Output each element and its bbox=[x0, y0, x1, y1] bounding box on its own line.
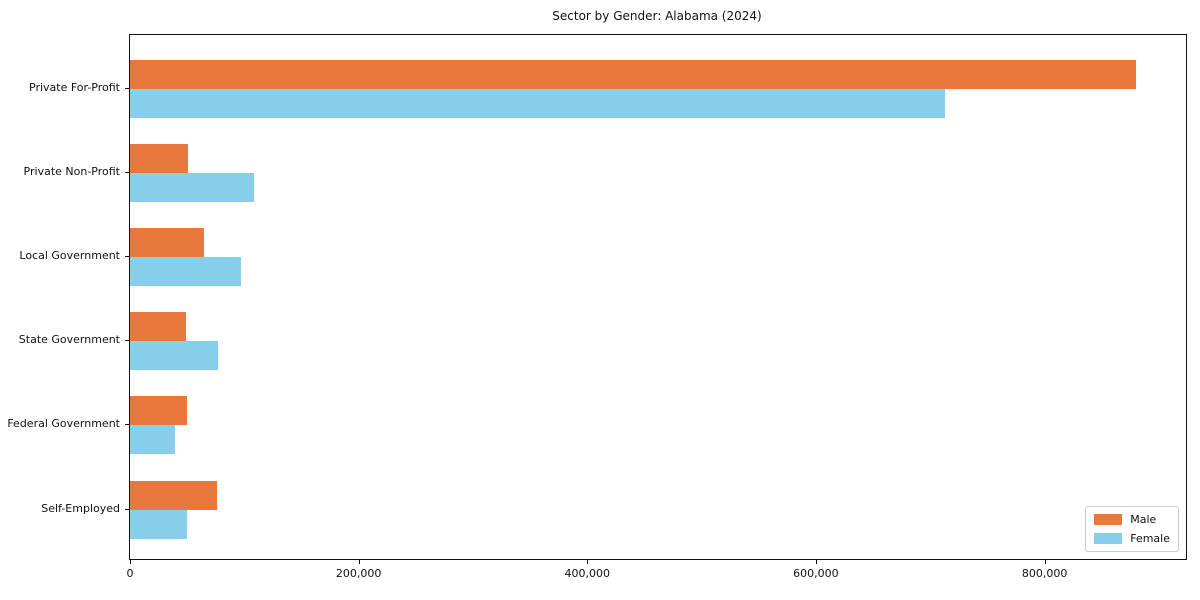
x-tick-label-800000: 800,000 bbox=[1021, 567, 1068, 580]
y-tick-label-state-government: State Government bbox=[18, 333, 120, 346]
y-tick-self-employed bbox=[125, 509, 129, 510]
bar-male-private-for-profit bbox=[130, 59, 1136, 89]
bar-female-self-employed bbox=[130, 509, 188, 539]
bar-male-state-government bbox=[130, 312, 186, 342]
legend-swatch-male bbox=[1094, 514, 1123, 525]
bar-female-federal-government bbox=[130, 425, 175, 455]
x-tick-600000 bbox=[815, 560, 817, 564]
y-tick-label-self-employed: Self-Employed bbox=[41, 502, 120, 515]
y-tick-label-federal-government: Federal Government bbox=[7, 417, 120, 430]
bar-male-private-non-profit bbox=[130, 143, 189, 173]
y-tick-private-non-profit bbox=[125, 172, 129, 173]
x-tick-200000 bbox=[358, 560, 360, 564]
x-tick-800000 bbox=[1044, 560, 1046, 564]
y-tick-state-government bbox=[125, 340, 129, 341]
x-tick-label-400000: 400,000 bbox=[564, 567, 611, 580]
x-tick-label-200000: 200,000 bbox=[335, 567, 382, 580]
y-tick-label-local-government: Local Government bbox=[19, 249, 120, 262]
x-tick-400000 bbox=[587, 560, 589, 564]
plot-area: Male Female bbox=[129, 34, 1187, 560]
bar-male-federal-government bbox=[130, 396, 188, 426]
legend: Male Female bbox=[1085, 506, 1179, 552]
bar-female-private-for-profit bbox=[130, 88, 946, 118]
bar-female-local-government bbox=[130, 256, 241, 286]
bar-male-self-employed bbox=[130, 480, 217, 510]
y-tick-local-government bbox=[125, 256, 129, 257]
chart-title: Sector by Gender: Alabama (2024) bbox=[552, 9, 762, 23]
bar-female-state-government bbox=[130, 341, 218, 371]
bar-male-local-government bbox=[130, 227, 205, 257]
legend-item-female: Female bbox=[1094, 532, 1170, 545]
x-tick-0 bbox=[130, 560, 131, 564]
y-tick-label-private-non-profit: Private Non-Profit bbox=[23, 165, 120, 178]
bar-female-private-non-profit bbox=[130, 172, 254, 202]
y-tick-label-private-for-profit: Private For-Profit bbox=[29, 81, 120, 94]
y-tick-federal-government bbox=[125, 424, 129, 425]
x-tick-label-0: 0 bbox=[126, 567, 134, 580]
legend-item-male: Male bbox=[1094, 513, 1170, 526]
x-tick-label-600000: 600,000 bbox=[793, 567, 839, 580]
legend-label-female: Female bbox=[1130, 532, 1170, 545]
y-tick-private-for-profit bbox=[125, 88, 129, 89]
legend-swatch-female bbox=[1094, 533, 1123, 544]
legend-label-male: Male bbox=[1130, 513, 1157, 526]
